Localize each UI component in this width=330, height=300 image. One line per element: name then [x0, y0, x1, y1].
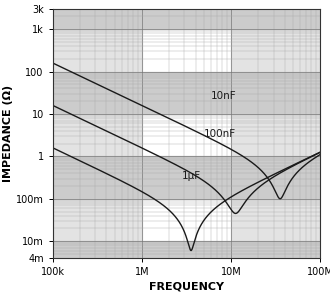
- Bar: [53, 9, 142, 258]
- Bar: [53, 156, 320, 199]
- Text: 10nF: 10nF: [211, 92, 237, 101]
- Bar: [231, 9, 320, 258]
- Text: 1μF: 1μF: [182, 170, 201, 181]
- Bar: [53, 72, 320, 114]
- Bar: [53, 9, 320, 29]
- X-axis label: FREQUENCY: FREQUENCY: [149, 281, 224, 291]
- Y-axis label: IMPEDANCE (Ω): IMPEDANCE (Ω): [3, 85, 13, 182]
- Text: 100nF: 100nF: [204, 129, 236, 140]
- Bar: [53, 241, 320, 258]
